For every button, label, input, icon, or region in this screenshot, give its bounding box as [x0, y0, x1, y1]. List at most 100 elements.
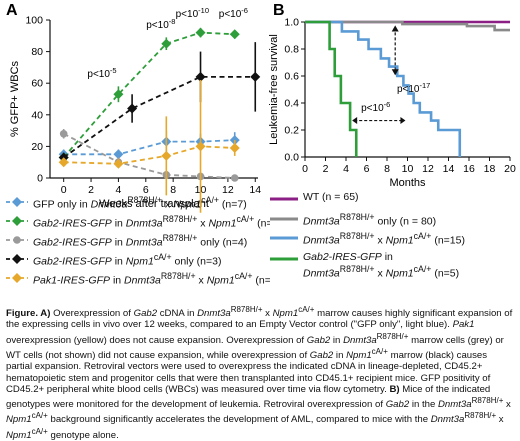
y-tick-label: 60	[31, 78, 43, 90]
series-line	[63, 31, 235, 159]
data-point	[161, 38, 172, 49]
p-value-annotation-0: p<10-17	[397, 81, 430, 95]
legend-label-text: Pak1-IRES-GFP in Dnmt3aR878H/+ x Npm1cA/…	[33, 271, 270, 287]
panel-letter-b: B	[273, 2, 285, 19]
p-value-annotation-1: p<10-8	[146, 17, 175, 31]
y-tick-label: 100	[25, 15, 43, 27]
y-tick-label: 0.6	[284, 71, 299, 83]
y-tick-label: 0.2	[284, 125, 299, 137]
series-line	[63, 75, 256, 159]
legend-label-text: Gab2-IRES-GFP in Npm1cA/+ only (n=3)	[33, 252, 222, 268]
legend-label: GFP only in Dnmt3aR878H/+ x Npm1cA/+ (n=…	[33, 195, 247, 211]
legend-label: Dnmt3aR878H/+ only (n = 80)	[303, 212, 437, 228]
legend-item-a-3: Gab2-IRES-GFP in Npm1cA/+ only (n=3)	[6, 252, 222, 268]
data-point	[59, 129, 68, 138]
x-tick-label: 12	[222, 184, 234, 196]
legend-item-a-1: Gab2-IRES-GFP in Dnmt3aR878H/+ x Npm1cA/…	[6, 214, 270, 230]
legend-item-b-2: Dnmt3aR878H/+ x Npm1cA/+ (n=15)	[270, 231, 465, 247]
data-point	[113, 89, 124, 100]
legend-label: Gab2-IRES-GFP in Dnmt3aR878H/+ only (n=4…	[33, 233, 248, 249]
legend-label: Gab2-IRES-GFP in Dnmt3aR878H/+ x Npm1cA/…	[33, 214, 270, 230]
y-tick-label: 0	[37, 173, 43, 185]
x-tick-label: 18	[484, 163, 496, 175]
legend-label-text: GFP only in Dnmt3aR878H/+ x Npm1cA/+ (n=…	[33, 195, 247, 211]
y-tick-label: 20	[31, 141, 43, 153]
y-tick-label: 0.4	[284, 98, 299, 110]
series-2	[59, 129, 239, 182]
data-point	[127, 103, 138, 114]
legend-item-b-0: WT (n = 65)	[270, 191, 359, 203]
survival-curve-3	[305, 20, 358, 157]
legend-label-text: Gab2-IRES-GFP in Dnmt3aR878H/+ x Npm1cA/+…	[303, 251, 460, 280]
legend-label: Gab2-IRES-GFP in Npm1cA/+ only (n=3)	[33, 252, 222, 268]
data-point	[113, 149, 124, 160]
survival-curve-1	[305, 20, 510, 32]
x-tick-label: 0	[302, 163, 308, 175]
legend-marker	[12, 216, 22, 226]
panel-letter-a: A	[6, 2, 18, 19]
series-3	[58, 42, 261, 163]
x-tick-label: 10	[402, 163, 414, 175]
x-tick-label: 6	[143, 184, 149, 196]
legend-label: Dnmt3aR878H/+ x Npm1cA/+ (n=15)	[303, 231, 465, 247]
y-tick-label: 0.0	[284, 152, 299, 164]
x-tick-label: 0	[61, 184, 67, 196]
x-tick-label: 8	[384, 163, 390, 175]
x-tick-label: 14	[249, 184, 261, 196]
x-tick-label: 6	[364, 163, 370, 175]
legend-label-text: Gab2-IRES-GFP in Dnmt3aR878H/+ only (n=4…	[33, 233, 248, 249]
series-0	[58, 130, 240, 160]
chart-a: A02040608010002468101214% GFP+ WBCsWeeks…	[6, 2, 270, 287]
data-point	[229, 142, 240, 153]
p-value-annotation-1: p<10-6	[361, 100, 390, 114]
x-tick-label: 4	[343, 163, 349, 175]
x-tick-label: 12	[422, 163, 434, 175]
y-tick-label: 80	[31, 46, 43, 58]
x-axis-label: Weeks after transplant	[99, 198, 209, 210]
legend-label: Pak1-IRES-GFP in Dnmt3aR878H/+ x Npm1cA/…	[33, 271, 270, 287]
x-tick-label: 2	[88, 184, 94, 196]
data-point	[195, 141, 206, 152]
data-point	[195, 27, 206, 38]
legend-item-a-4: Pak1-IRES-GFP in Dnmt3aR878H/+ x Npm1cA/…	[6, 271, 270, 287]
legend-label-text: Dnmt3aR878H/+ only (n = 80)	[303, 212, 437, 228]
y-axis-label: % GFP+ WBCs	[9, 60, 21, 137]
y-tick-label: 0.8	[284, 44, 299, 56]
x-tick-label: 16	[463, 163, 475, 175]
y-tick-label: 1.0	[284, 17, 299, 29]
p-value-annotation-2: p<10-10	[176, 6, 209, 20]
series-4	[58, 80, 240, 213]
data-point	[195, 71, 206, 82]
legend-label-text: Dnmt3aR878H/+ x Npm1cA/+ (n=15)	[303, 231, 465, 247]
figure-caption: Figure. A) Overexpression of Gab2 cDNA i…	[6, 305, 513, 441]
chart-b: B 0.0 0.2 0.4 0.6 0.8 1.0 0 2 4 6 8 10 12 14 16 18 20 Leuk…	[268, 2, 516, 280]
y-axis-label: Leukemia-free survival	[268, 34, 280, 145]
x-tick-label: 4	[115, 184, 121, 196]
p-value-annotation-0: p<10-5	[87, 66, 116, 80]
x-tick-label: 2	[323, 163, 329, 175]
data-point	[229, 29, 240, 40]
legend-marker	[12, 273, 22, 283]
survival-curve-2	[305, 20, 462, 157]
x-tick-label: 8	[170, 184, 176, 196]
legend-marker	[12, 197, 22, 207]
x-tick-label: 20	[504, 163, 516, 175]
figure: A02040608010002468101214% GFP+ WBCsWeeks…	[6, 2, 516, 441]
data-point	[250, 71, 261, 82]
legend-item-a-0: GFP only in Dnmt3aR878H/+ x Npm1cA/+ (n=…	[6, 195, 247, 211]
legend-label-text: WT (n = 65)	[303, 191, 359, 203]
legend-item-a-2: Gab2-IRES-GFP in Dnmt3aR878H/+ only (n=4…	[6, 233, 248, 249]
data-point	[113, 158, 124, 169]
arrow-head	[391, 69, 399, 76]
data-point	[161, 150, 172, 161]
data-point	[58, 157, 69, 168]
data-point	[230, 174, 239, 182]
arrow-head	[400, 117, 406, 125]
x-axis-label: Months	[389, 177, 426, 189]
legend-label-text: Gab2-IRES-GFP in Dnmt3aR878H/+ x Npm1cA/…	[33, 214, 270, 230]
legend-marker	[13, 236, 21, 244]
arrow-head	[352, 117, 358, 125]
legend-label: WT (n = 65)	[303, 191, 359, 203]
